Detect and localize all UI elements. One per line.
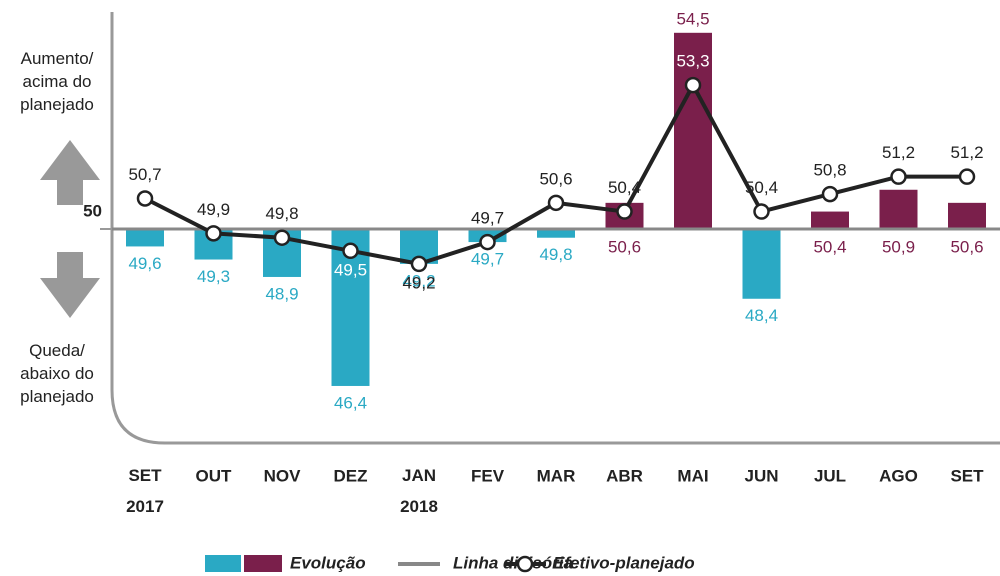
bar-value-label: 50,6 xyxy=(950,237,983,256)
bar-value-label: 50,6 xyxy=(608,237,641,256)
line-point xyxy=(136,190,154,207)
x-tick-label: OUT xyxy=(196,466,233,485)
x-tick-label: DEZ xyxy=(334,466,368,485)
legend-label: Efetivo-planejado xyxy=(553,553,695,572)
line-point xyxy=(616,203,633,220)
bar xyxy=(948,202,986,229)
bar-value-label: 46,4 xyxy=(334,393,367,412)
line-value-label: 49,7 xyxy=(471,209,504,228)
bar xyxy=(537,229,575,238)
bar-value-label: 49,7 xyxy=(471,250,504,269)
x-tick-label: JAN 2018 xyxy=(400,466,438,516)
bar-value-label: 48,4 xyxy=(745,306,778,325)
line-value-label: 50,4 xyxy=(608,178,641,197)
bar-value-label: 48,9 xyxy=(265,284,298,303)
x-tick-label: JUN xyxy=(744,466,778,485)
bar-value-label: 49,6 xyxy=(128,254,161,273)
line-value-label: 50,6 xyxy=(539,169,572,188)
bar-value-label: 49,8 xyxy=(539,245,572,264)
legend-swatch xyxy=(244,555,282,572)
line-value-label: 50,7 xyxy=(128,165,161,184)
x-tick-label: AGO xyxy=(879,466,918,485)
line-point xyxy=(342,242,359,260)
line-value-label: 50,8 xyxy=(813,161,846,180)
annotation: Queda/abaixo do planejado xyxy=(20,341,94,406)
bar-value-label: 54,5 xyxy=(676,9,709,28)
line-value-label: 49,5 xyxy=(334,260,367,279)
bar xyxy=(811,211,849,229)
line-point xyxy=(684,76,702,94)
line-value-label: 53,3 xyxy=(676,52,709,71)
x-tick-label: ABR xyxy=(606,466,643,485)
line-point xyxy=(890,168,907,185)
x-tick-label: FEV xyxy=(471,466,505,485)
x-tick-label: MAI xyxy=(677,466,708,485)
line-value-label: 51,2 xyxy=(882,143,915,162)
arrow-down xyxy=(40,252,100,318)
bar xyxy=(126,229,164,247)
legend: Evolução Linha divisória Efetivo-planeja… xyxy=(205,553,695,572)
arrow-up xyxy=(40,140,100,205)
annotation: Aumento/acima do planejado xyxy=(20,49,94,114)
line-value-label: 49,2 xyxy=(402,273,435,292)
line-point xyxy=(821,185,839,203)
x-tick-label: SET 2017 xyxy=(126,466,164,516)
line-point xyxy=(205,225,222,242)
bar xyxy=(879,189,918,229)
legend-label: Evolução xyxy=(290,553,366,572)
line-point xyxy=(547,194,565,212)
y-tick-label: 50 xyxy=(83,201,102,220)
legend-swatch xyxy=(205,555,241,572)
bar-value-label: 50,4 xyxy=(813,237,846,256)
line-value-label: 50,4 xyxy=(745,178,778,197)
line-point xyxy=(958,168,976,185)
bar xyxy=(742,229,781,299)
line-point xyxy=(273,229,291,246)
line-point xyxy=(479,233,496,251)
x-tick-label: MAR xyxy=(537,466,576,485)
x-tick-label: JUL xyxy=(814,466,846,485)
x-tick-label: SET xyxy=(950,466,984,485)
line-point xyxy=(410,255,428,273)
line-value-label: 51,2 xyxy=(950,143,983,162)
line-value-label: 49,9 xyxy=(197,200,230,219)
bar xyxy=(674,32,712,229)
axis xyxy=(110,12,1000,445)
bar-value-label: 50,9 xyxy=(882,237,915,256)
line-point xyxy=(753,203,770,220)
bar-value-label: 49,2 xyxy=(402,271,435,290)
bar-value-label: 49,3 xyxy=(197,267,230,286)
x-tick-label: NOV xyxy=(264,466,302,485)
legend-swatch xyxy=(516,555,534,573)
line-value-label: 49,8 xyxy=(265,204,298,223)
